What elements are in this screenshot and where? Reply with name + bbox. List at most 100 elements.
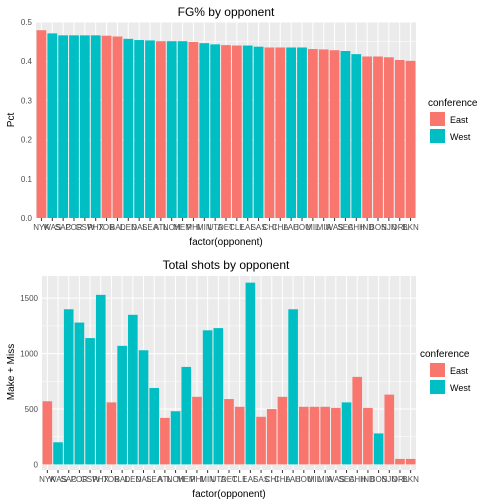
bar-noh bbox=[170, 411, 181, 465]
chart-1-x-axis-title: factor(opponent) bbox=[189, 237, 262, 248]
x-tick-label: SEA bbox=[339, 475, 356, 484]
y-tick-label: 1500 bbox=[20, 294, 38, 303]
x-tick-label: MIA bbox=[317, 223, 332, 232]
chart-2-bars bbox=[42, 282, 416, 465]
bar-njn bbox=[383, 57, 394, 218]
chart-1-bars bbox=[36, 30, 416, 219]
bar-phi bbox=[192, 396, 202, 465]
chart-2-x-ticks: NYKWASSACPORGSWPHXTORBALDENDALSEAATLNOHM… bbox=[39, 470, 419, 484]
bar-was bbox=[47, 33, 58, 219]
bar-bkn bbox=[405, 458, 416, 465]
x-tick-label: SEA bbox=[337, 223, 354, 232]
x-tick-label: SAC bbox=[60, 475, 77, 484]
legend-2-title: conference bbox=[420, 349, 470, 360]
bar-bos bbox=[373, 433, 384, 465]
x-tick-label: MIN bbox=[197, 223, 212, 232]
bar-det bbox=[221, 45, 231, 219]
bar-phx bbox=[90, 35, 101, 218]
bar-sea bbox=[145, 40, 155, 219]
bar-uta bbox=[213, 328, 224, 465]
x-tick-label: HOU bbox=[295, 475, 313, 484]
bar-nyk bbox=[36, 30, 47, 219]
bar-mem bbox=[177, 41, 188, 218]
bar-por bbox=[69, 35, 79, 218]
legend-1-key-east bbox=[430, 112, 445, 126]
x-tick-label: CHA bbox=[272, 223, 290, 232]
bar-njn bbox=[384, 394, 395, 465]
chart-1-y-axis-title: Pct bbox=[6, 113, 17, 128]
bar-cle bbox=[234, 406, 245, 465]
x-tick-label: WAS bbox=[326, 223, 344, 232]
x-tick-label: CHH bbox=[349, 475, 367, 484]
bar-tor bbox=[106, 402, 117, 465]
bar-sea2 bbox=[341, 402, 352, 465]
bar-min bbox=[199, 43, 210, 218]
bar-bos bbox=[373, 56, 383, 218]
bar-sac bbox=[63, 309, 74, 465]
bar-mil bbox=[307, 49, 318, 218]
bar-atl bbox=[155, 41, 166, 218]
bar-chh bbox=[352, 376, 363, 465]
bar-den bbox=[128, 314, 138, 465]
x-tick-label: BAL bbox=[115, 475, 131, 484]
chart-2-title: Total shots by opponent bbox=[163, 258, 290, 272]
x-tick-label: BOS bbox=[370, 223, 387, 232]
bar-bkn bbox=[405, 60, 416, 218]
bar-chi bbox=[264, 47, 275, 219]
x-tick-label: ATL bbox=[154, 223, 169, 232]
legend-2-label-west: West bbox=[450, 383, 471, 393]
bar-mil bbox=[309, 406, 320, 465]
bar-cha bbox=[275, 47, 286, 219]
bar-min bbox=[202, 330, 213, 465]
x-tick-label: MEM bbox=[177, 475, 196, 484]
x-tick-label: BKN bbox=[402, 223, 419, 232]
bar-lal bbox=[242, 45, 253, 218]
x-tick-label: ORL bbox=[391, 223, 408, 232]
x-tick-label: MIL bbox=[308, 475, 322, 484]
x-tick-label: BAL bbox=[110, 223, 126, 232]
bar-chi bbox=[266, 409, 277, 465]
bar-lal bbox=[245, 282, 256, 465]
bar-ind bbox=[363, 407, 373, 465]
bar-noh bbox=[166, 41, 177, 218]
x-tick-label: DEN bbox=[120, 223, 137, 232]
x-tick-label: PHI bbox=[187, 223, 200, 232]
chart-1-title: FG% by opponent bbox=[178, 5, 275, 19]
y-tick-label: 0.0 bbox=[21, 214, 33, 223]
x-tick-label: GSW bbox=[81, 475, 101, 484]
chart-2-x-axis-title: factor(opponent) bbox=[192, 489, 265, 500]
x-tick-label: ORL bbox=[392, 475, 409, 484]
legend-1-label-east: East bbox=[450, 115, 469, 125]
chart-2-y-axis-title: Make + Miss bbox=[6, 344, 17, 400]
x-tick-label: WAS bbox=[327, 475, 345, 484]
bar-cha bbox=[277, 396, 288, 465]
bar-sea bbox=[149, 387, 160, 465]
x-tick-label: CLE bbox=[232, 475, 248, 484]
bar-bal bbox=[117, 345, 127, 465]
bar-cle bbox=[231, 45, 242, 218]
x-tick-label: DET bbox=[218, 223, 234, 232]
bar-phi bbox=[188, 41, 199, 218]
legend-1-label-west: West bbox=[450, 132, 471, 142]
x-tick-label: BKN bbox=[402, 475, 419, 484]
x-tick-label: NJN bbox=[381, 223, 397, 232]
bar-sas bbox=[253, 46, 264, 218]
x-tick-label: DET bbox=[221, 475, 237, 484]
x-tick-label: SEA bbox=[142, 223, 159, 232]
x-tick-label: CHH bbox=[348, 223, 366, 232]
x-tick-label: LAC bbox=[283, 223, 299, 232]
bar-gsw bbox=[79, 35, 90, 218]
chart-1-x-ticks: NYKWASSACPORGSWPHXTORBALDENDALSEAATLNOHM… bbox=[33, 218, 419, 232]
bar-hou bbox=[298, 406, 309, 465]
bar-por bbox=[74, 322, 85, 465]
bar-sas bbox=[256, 416, 266, 465]
x-tick-label: NOH bbox=[163, 223, 181, 232]
x-tick-label: NJN bbox=[382, 475, 398, 484]
x-tick-label: SAC bbox=[55, 223, 72, 232]
y-tick-label: 0 bbox=[34, 460, 39, 469]
x-tick-label: GSW bbox=[75, 223, 95, 232]
x-tick-label: IND bbox=[361, 475, 375, 484]
y-tick-label: 0.3 bbox=[21, 96, 33, 105]
bar-nyk bbox=[42, 401, 53, 465]
